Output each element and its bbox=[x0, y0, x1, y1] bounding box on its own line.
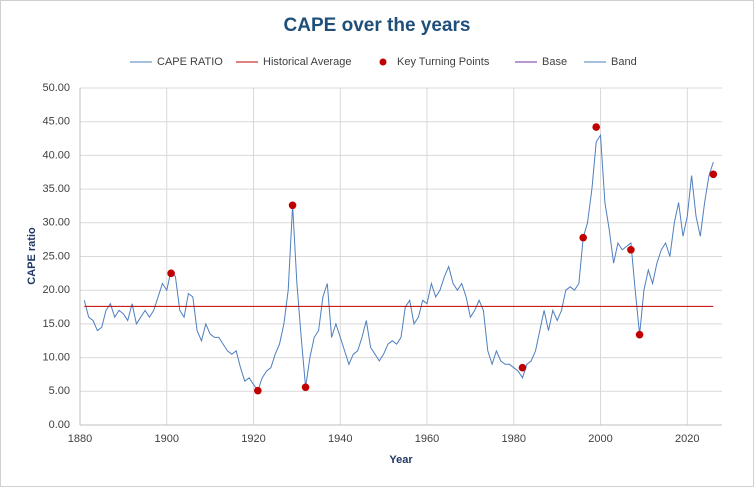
turning-point bbox=[709, 170, 718, 179]
legend-label: Band bbox=[611, 56, 637, 68]
y-tick-label: 0.00 bbox=[49, 419, 70, 431]
chart-title: CAPE over the years bbox=[284, 15, 471, 36]
x-tick-label: 2000 bbox=[588, 433, 612, 445]
y-tick-label: 50.00 bbox=[42, 82, 70, 94]
y-tick-label: 10.00 bbox=[42, 352, 70, 364]
x-tick-label: 1880 bbox=[68, 433, 92, 445]
x-axis-title: Year bbox=[389, 454, 413, 466]
x-tick-label: 1960 bbox=[415, 433, 439, 445]
x-tick-label: 1980 bbox=[502, 433, 526, 445]
x-tick-label: 1920 bbox=[241, 433, 265, 445]
turning-point bbox=[518, 363, 527, 372]
y-tick-label: 20.00 bbox=[42, 284, 70, 296]
turning-point bbox=[254, 386, 262, 395]
y-tick-label: 5.00 bbox=[49, 385, 70, 397]
y-tick-label: 45.00 bbox=[42, 116, 70, 128]
y-tick-label: 30.00 bbox=[42, 217, 70, 229]
turning-point bbox=[288, 201, 297, 210]
legend-marker bbox=[379, 58, 387, 66]
legend-label: Key Turning Points bbox=[397, 56, 490, 68]
turning-point bbox=[592, 123, 601, 131]
turning-point bbox=[301, 383, 310, 392]
data-line bbox=[83, 133, 714, 392]
legend-label: Historical Average bbox=[263, 56, 351, 68]
legend-label: Base bbox=[542, 56, 567, 68]
y-axis-title: CAPE ratio bbox=[26, 227, 38, 285]
y-tick-label: 15.00 bbox=[42, 318, 70, 330]
x-tick-label: 1900 bbox=[155, 433, 179, 445]
x-tick-label: 2020 bbox=[675, 433, 699, 445]
x-tick-label: 1940 bbox=[328, 433, 352, 445]
y-tick-label: 35.00 bbox=[42, 183, 70, 195]
y-tick-label: 40.00 bbox=[42, 149, 70, 161]
y-tick-label: 25.00 bbox=[42, 250, 70, 262]
turning-point bbox=[167, 269, 175, 278]
turning-point bbox=[627, 245, 635, 254]
legend-label: CAPE RATIO bbox=[157, 56, 223, 68]
turning-point bbox=[635, 330, 644, 339]
turning-point bbox=[579, 233, 587, 242]
